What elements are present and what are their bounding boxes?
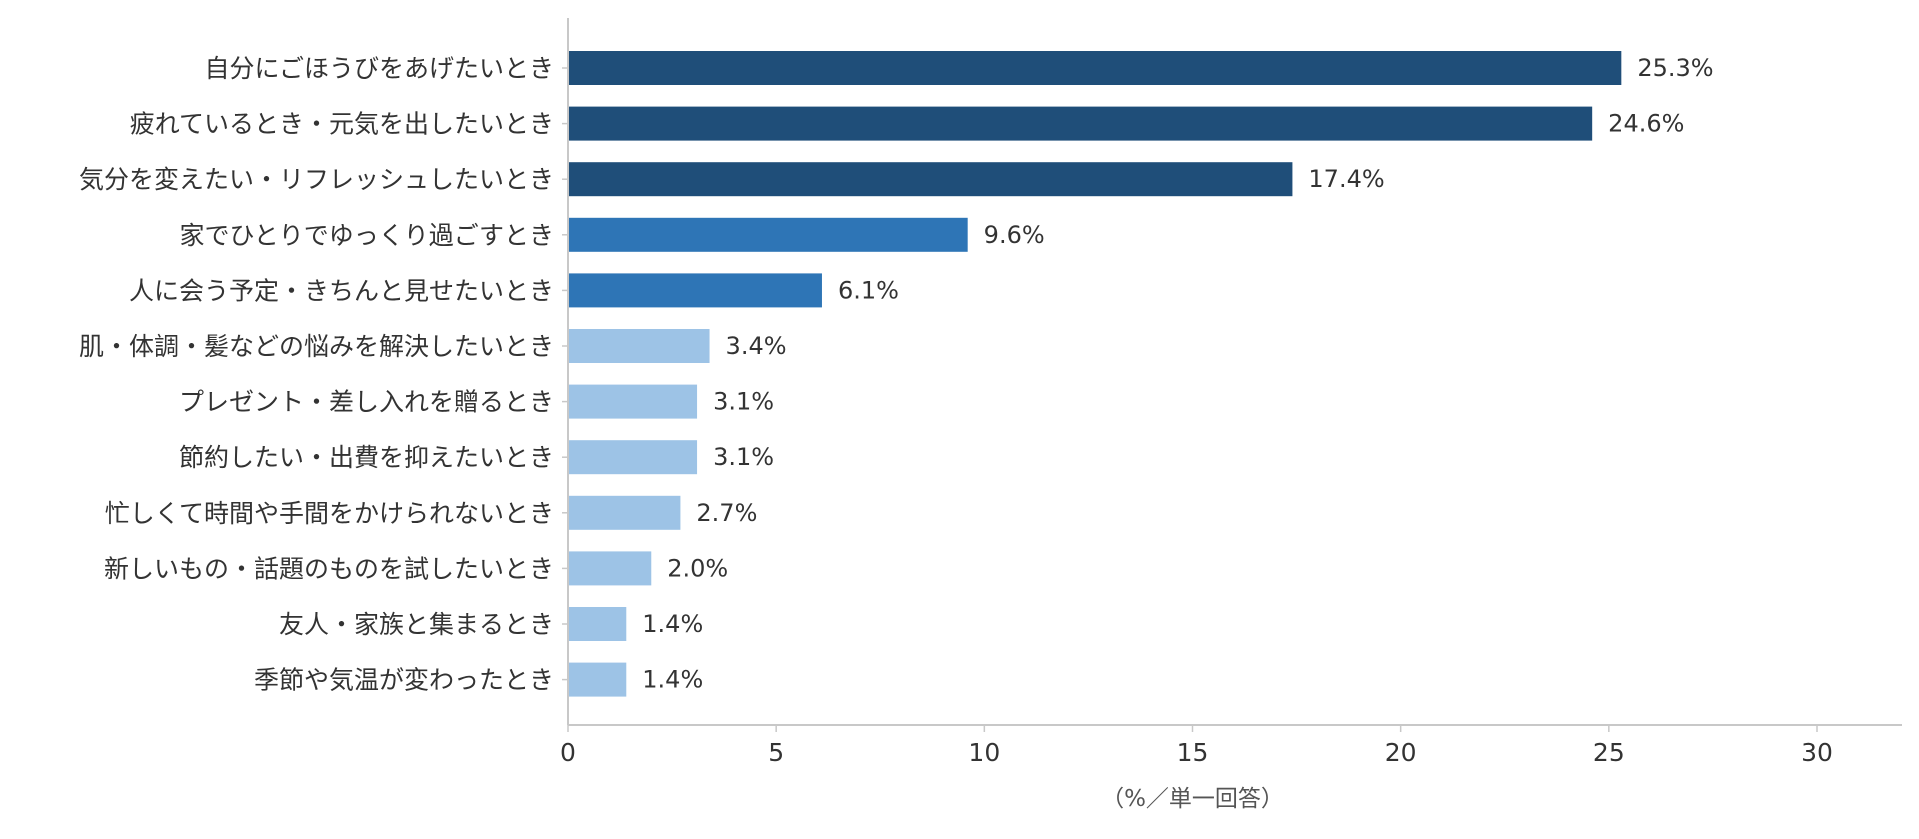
value-label: 3.4% bbox=[726, 332, 787, 360]
category-label: 友人・家族と集まるとき bbox=[279, 610, 554, 639]
value-label: 1.4% bbox=[642, 666, 703, 694]
x-tick-label: 15 bbox=[1177, 738, 1209, 767]
bar bbox=[568, 662, 627, 697]
value-label: 2.7% bbox=[696, 499, 757, 527]
bar bbox=[568, 440, 698, 475]
category-label: 節約したい・出費を抑えたいとき bbox=[179, 443, 554, 472]
bar bbox=[568, 329, 710, 363]
x-tick-label: 0 bbox=[560, 738, 576, 767]
bar bbox=[568, 495, 681, 530]
bar bbox=[568, 106, 1593, 141]
category-label: 新しいもの・話題のものを試したいとき bbox=[104, 554, 554, 583]
category-label: 肌・体調・髪などの悩みを解決したいとき bbox=[79, 332, 554, 361]
category-label: 人に会う予定・きちんと見せたいとき bbox=[129, 276, 554, 305]
category-label: 季節や気温が変わったとき bbox=[254, 666, 554, 695]
labels-layer: 自分にごほうびをあげたいとき 25.3% 疲れているとき・元気を出したいとき 24.6… bbox=[79, 54, 1714, 695]
bar bbox=[568, 51, 1622, 85]
value-label: 24.6% bbox=[1608, 110, 1684, 138]
value-label: 3.1% bbox=[713, 388, 774, 416]
x-tick-label: 20 bbox=[1385, 738, 1417, 767]
x-axis-title: （%／単一回答） bbox=[1101, 786, 1284, 812]
value-label: 6.1% bbox=[838, 276, 899, 304]
x-tick-label: 30 bbox=[1801, 738, 1833, 767]
value-label: 25.3% bbox=[1637, 54, 1713, 82]
category-label: 疲れているとき・元気を出したいとき bbox=[130, 110, 554, 139]
x-tick-label: 25 bbox=[1593, 738, 1625, 767]
category-label: 気分を変えたい・リフレッシュしたいとき bbox=[79, 165, 554, 194]
bar bbox=[568, 607, 627, 641]
value-label: 2.0% bbox=[667, 554, 728, 582]
category-label: プレゼント・差し入れを贈るとき bbox=[179, 388, 554, 417]
value-label: 17.4% bbox=[1308, 165, 1384, 193]
value-label: 9.6% bbox=[984, 221, 1045, 249]
bar bbox=[568, 273, 822, 308]
bar bbox=[568, 217, 968, 252]
category-label: 家でひとりでゆっくり過ごすとき bbox=[179, 221, 554, 250]
value-label: 3.1% bbox=[713, 443, 774, 471]
value-label: 1.4% bbox=[642, 610, 703, 638]
ticks-layer: 0 5 10 15 20 25 30 bbox=[560, 67, 1833, 767]
bar bbox=[568, 551, 652, 586]
bar bbox=[568, 162, 1293, 197]
category-label: 自分にごほうびをあげたいとき bbox=[204, 54, 554, 83]
x-tick-label: 10 bbox=[968, 738, 1000, 767]
category-label: 忙しくて時間や手間をかけられないとき bbox=[105, 499, 554, 528]
bar bbox=[568, 384, 698, 419]
x-tick-label: 5 bbox=[768, 738, 784, 767]
bars-layer bbox=[568, 51, 1622, 697]
